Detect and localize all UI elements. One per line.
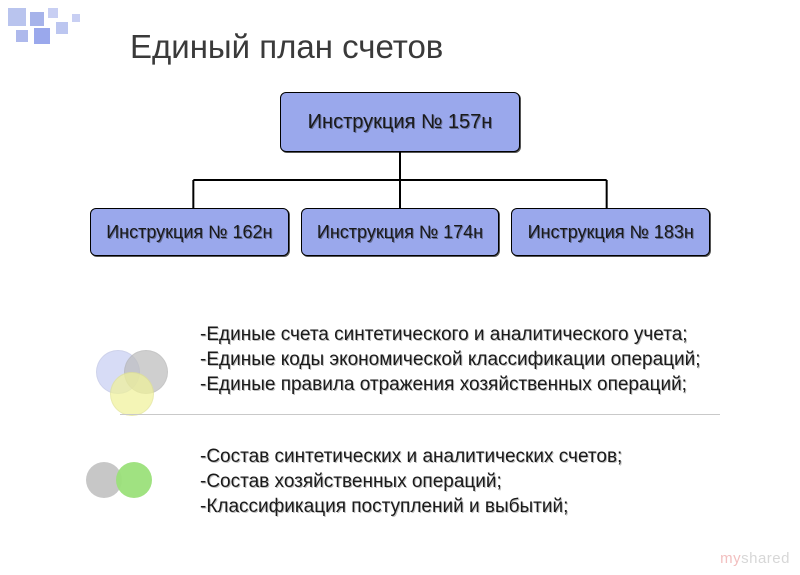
- list-item: -Состав синтетических и аналитических сч…: [200, 444, 760, 469]
- divider: [120, 414, 720, 415]
- list-item: -Классификация поступлений и выбытий;: [200, 494, 760, 519]
- org-child-box: Инструкция № 183н: [511, 208, 710, 256]
- list-item: -Единые правила отражения хозяйственных …: [200, 372, 760, 397]
- org-top-label: Инструкция № 157н: [308, 111, 493, 134]
- list-item: -Состав хозяйственных операций;: [200, 469, 760, 494]
- watermark-prefix: my: [720, 550, 741, 567]
- two-circles-icon: [86, 454, 162, 498]
- corner-decoration: [8, 8, 98, 58]
- venn-icon: [74, 328, 164, 406]
- page-title: Единый план счетов: [130, 28, 443, 66]
- org-top-box: Инструкция № 157н: [280, 92, 520, 152]
- watermark-rest: shared: [741, 550, 790, 567]
- org-child-box: Инструкция № 162н: [90, 208, 289, 256]
- org-children-row: Инструкция № 162н Инструкция № 174н Инст…: [90, 208, 710, 256]
- org-child-box: Инструкция № 174н: [301, 208, 500, 256]
- list-item: -Единые счета синтетического и аналитиче…: [200, 322, 760, 347]
- list-item: -Единые коды экономической классификации…: [200, 347, 760, 372]
- list-composition: -Состав синтетических и аналитических сч…: [200, 444, 760, 519]
- list-principles: -Единые счета синтетического и аналитиче…: [200, 322, 760, 397]
- watermark: myshared: [720, 550, 790, 567]
- org-chart: Инструкция № 157н Инструкция № 162н Инст…: [90, 92, 710, 256]
- org-child-label: Инструкция № 162н: [106, 222, 272, 243]
- org-child-label: Инструкция № 174н: [317, 222, 483, 243]
- org-child-label: Инструкция № 183н: [528, 222, 694, 243]
